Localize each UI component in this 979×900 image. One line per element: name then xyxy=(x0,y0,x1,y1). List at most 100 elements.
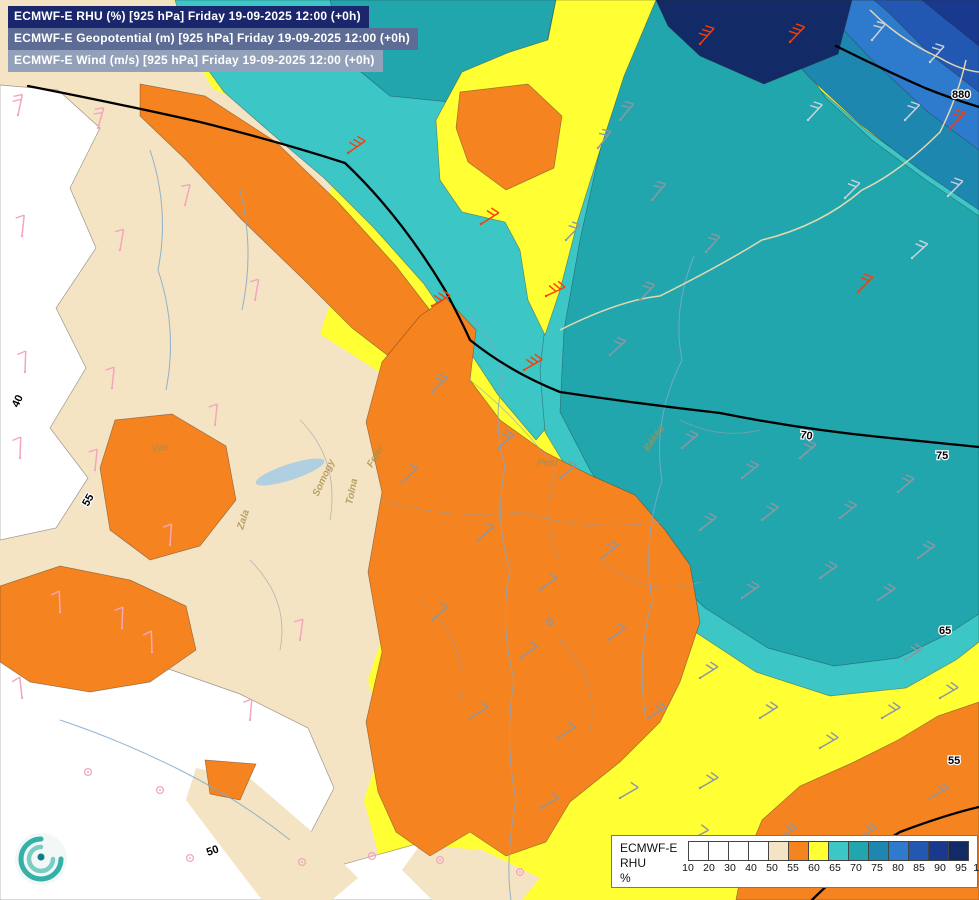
wind-barb xyxy=(476,522,495,542)
wind-barb xyxy=(910,239,929,260)
wind-barb xyxy=(740,580,760,600)
wind-barb xyxy=(430,373,448,394)
rh-region-white-left xyxy=(0,84,101,541)
rh-region-orange-hexagon xyxy=(455,83,563,191)
calm-wind-marker xyxy=(435,855,445,865)
legend-scale: 10 20 30 40 50 55 60 65 70 75 80 85 90 95 100 xyxy=(682,841,979,875)
wind-barb xyxy=(430,602,449,622)
wind-barb xyxy=(114,228,125,252)
legend-tick: 60 xyxy=(808,862,820,874)
wind-barb xyxy=(843,179,861,200)
legend-unit-label: % xyxy=(620,871,631,885)
legend-cell-40-50 xyxy=(748,841,769,861)
legend-param-label: RHU xyxy=(620,856,646,870)
legend-tick: 30 xyxy=(724,862,736,874)
wind-barb xyxy=(208,403,218,427)
wind-barb xyxy=(903,101,921,122)
legend: ECMWF-E RHU % 10 20 30 40 50 55 60 65 70 75 80 85 90… xyxy=(611,835,979,888)
legend-cell-50-55 xyxy=(768,841,789,861)
title-wind: ECMWF-E Wind (m/s) [925 hPa] Friday 19-0… xyxy=(8,50,383,72)
legend-tick: 10 xyxy=(682,862,694,874)
wind-barb xyxy=(788,23,806,44)
geopotential-line-main xyxy=(26,84,979,449)
wind-barb xyxy=(243,698,253,722)
wind-barb xyxy=(88,448,98,472)
legend-cell-90-95 xyxy=(928,841,949,861)
calm-wind-marker xyxy=(367,851,377,861)
wind-barb xyxy=(818,560,838,580)
contour-label: 55 xyxy=(948,755,960,767)
wind-barb xyxy=(916,540,936,560)
wind-barb xyxy=(496,430,515,450)
legend-tick: 85 xyxy=(913,862,925,874)
wind-barb xyxy=(142,630,154,654)
wind-barb xyxy=(430,289,451,308)
calm-wind-marker xyxy=(185,853,195,863)
wind-barb xyxy=(740,460,760,480)
calm-wind-marker xyxy=(83,767,93,777)
legend-tick: 90 xyxy=(934,862,946,874)
wind-barb xyxy=(162,523,173,547)
legend-tick: 70 xyxy=(850,862,862,874)
calm-wind-marker xyxy=(155,785,165,795)
wind-barb xyxy=(93,107,105,130)
wind-barb xyxy=(608,336,627,357)
logo-center-dot-icon xyxy=(37,853,45,861)
geopotential-line-880 xyxy=(834,44,979,109)
river-tisza xyxy=(641,255,695,721)
wind-barb xyxy=(538,572,558,592)
county-border-5 xyxy=(299,419,333,521)
wind-barb xyxy=(946,177,964,198)
wind-barb xyxy=(798,440,817,460)
wind-barb xyxy=(105,366,115,390)
contour-label: 50 xyxy=(205,843,221,858)
geography-lines xyxy=(59,9,979,900)
wind-barb xyxy=(518,641,538,660)
wind-barb xyxy=(400,463,419,484)
wind-barb xyxy=(880,701,901,720)
rh-region-tan-band-south xyxy=(186,768,358,900)
legend-cell-55-60 xyxy=(788,841,809,861)
county-border-4 xyxy=(419,599,463,701)
wind-barb xyxy=(856,273,874,294)
county-border-7 xyxy=(559,639,593,731)
wind-barb xyxy=(758,701,779,720)
country-border-ne xyxy=(559,59,967,331)
wind-barb xyxy=(870,20,887,42)
wind-barb xyxy=(838,500,858,520)
legend-tick: 100 xyxy=(973,862,979,874)
wind-barb xyxy=(876,583,896,602)
contour-label: 70 xyxy=(800,429,814,443)
met-logo xyxy=(13,831,69,887)
river-sw xyxy=(59,719,291,841)
county-label: Vas xyxy=(151,442,170,455)
legend-tick: 40 xyxy=(745,862,757,874)
legend-cell-65-70 xyxy=(828,841,849,861)
wind-barb xyxy=(346,135,366,155)
river-nw-1 xyxy=(149,149,171,391)
wind-barb xyxy=(896,474,915,494)
wind-barb xyxy=(698,512,718,532)
county-border-6 xyxy=(679,419,761,434)
logo-spiral-outer-icon xyxy=(18,836,64,882)
logo-spiral-inner-icon xyxy=(26,844,56,874)
wind-barb xyxy=(15,214,25,238)
wind-barb xyxy=(618,100,635,122)
wind-barb xyxy=(294,618,304,642)
wind-barb xyxy=(558,460,578,480)
wind-barb xyxy=(948,109,966,130)
wind-barb xyxy=(606,623,626,642)
met-logo-graphic xyxy=(15,833,67,885)
title-geopotential: ECMWF-E Geopotential (m) [925 hPa] Frida… xyxy=(8,28,418,50)
wind-barb xyxy=(114,606,124,630)
rh-region-orange-west-blob1 xyxy=(99,413,237,561)
wind-barb xyxy=(760,502,780,522)
wind-barb xyxy=(698,25,715,46)
wind-barb xyxy=(638,281,656,302)
wind-barb xyxy=(618,781,639,800)
wind-barb xyxy=(556,721,577,740)
river-nw-2 xyxy=(239,189,249,311)
